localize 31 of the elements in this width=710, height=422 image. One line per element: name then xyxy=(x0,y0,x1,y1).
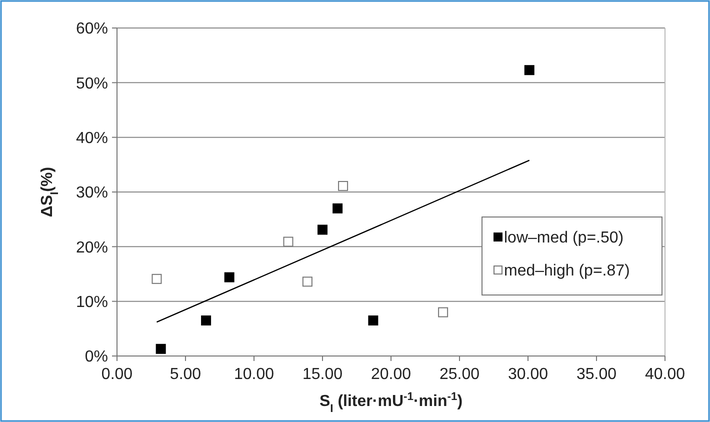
legend-label: med–high (p=.87) xyxy=(504,262,630,280)
point xyxy=(318,224,328,235)
y-tick-label: 40% xyxy=(76,130,108,147)
x-tick-label: 5.00 xyxy=(170,366,202,383)
point xyxy=(338,180,348,191)
x-tick-label: 30.00 xyxy=(508,366,548,383)
point xyxy=(224,272,234,282)
point xyxy=(152,274,162,284)
x-tick-label: 20.00 xyxy=(370,366,412,383)
x-tick-label: 15.00 xyxy=(302,366,343,383)
legend-label: low–med (p=.50) xyxy=(504,230,624,247)
y-tick-label: 60% xyxy=(76,20,108,38)
point xyxy=(332,203,343,214)
x-tick-label: 35.00 xyxy=(576,366,617,383)
x-tick-label: 10.00 xyxy=(234,366,274,383)
point xyxy=(283,236,294,247)
x-axis-title: S$_{I}$ (liter·mU$^{-1}$·min$^{-1}$) xyxy=(319,391,463,415)
point xyxy=(524,65,534,76)
point xyxy=(201,315,212,326)
x-tick-label: 0.00 xyxy=(101,366,133,383)
point xyxy=(368,315,378,326)
point xyxy=(438,307,448,318)
y-tick-label: 0% xyxy=(84,348,108,366)
y-tick-label: 20% xyxy=(76,239,108,256)
point xyxy=(156,344,166,354)
y-tick-label: 30% xyxy=(76,184,108,202)
y-tick-label: 50% xyxy=(76,75,108,92)
x-tick-label: 40.00 xyxy=(644,366,686,383)
point xyxy=(302,276,312,287)
x-tick-label: 25.00 xyxy=(439,366,480,383)
y-tick-label: 10% xyxy=(76,294,108,311)
